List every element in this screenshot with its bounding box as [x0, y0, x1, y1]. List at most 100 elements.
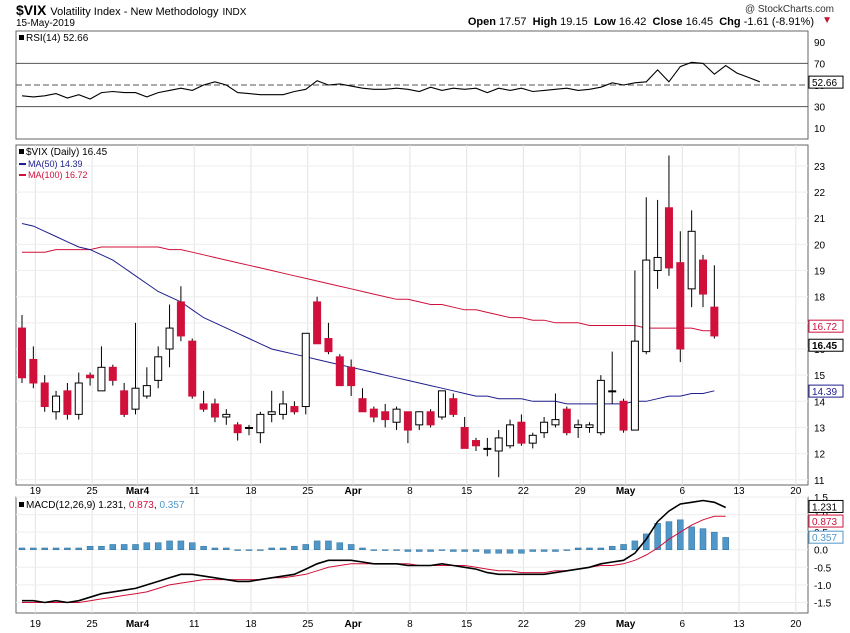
macd-hist-bar-43: [506, 549, 514, 554]
exchange: INDX: [222, 7, 247, 18]
candle-57: [664, 155, 673, 276]
ma50-line: [21, 223, 715, 405]
candle-27: [324, 322, 333, 355]
candle-body: [676, 262, 685, 350]
candle-4: [63, 383, 72, 420]
candle-15: [188, 338, 197, 399]
macd-hist-bar-7: [98, 545, 105, 550]
price-tick-19: 19: [814, 267, 826, 278]
macd-hist-bar-8: [109, 544, 117, 550]
x-tick-1-8: 15: [461, 619, 473, 630]
rsi-tick-30: 30: [814, 103, 826, 114]
macd-hist-bar-24: [291, 545, 298, 550]
macd-legend: MACD(12,26,9) 1.231, 0.873, 0.357: [26, 500, 185, 511]
macd-hist-bar-20: [245, 549, 253, 551]
price-tick-21: 21: [814, 214, 826, 225]
candle-56: [653, 199, 662, 289]
rsi-tick-10: 10: [814, 124, 826, 135]
x-tick-0-1: 25: [87, 486, 99, 497]
candle-body: [483, 447, 492, 450]
ohlc-summary: Open 17.57 High 19.15 Low 16.42 Close 16…: [468, 16, 814, 28]
x-tick-0-10: 29: [575, 486, 587, 497]
macd-legend-part: ,: [154, 500, 160, 511]
macd-hist-bar-34: [404, 549, 412, 552]
candle-8: [108, 364, 117, 386]
candle-body: [392, 408, 401, 423]
macd-line: [22, 499, 727, 604]
x-tick-0-0: 19: [30, 486, 42, 497]
candle-body: [233, 424, 242, 434]
candle-45: [528, 432, 537, 449]
candle-31: [369, 406, 378, 423]
x-tick-0-6: Apr: [345, 486, 362, 497]
macd-hist-bar-12: [154, 542, 162, 550]
rsi-tick-90: 90: [814, 38, 826, 49]
macd-hist-bar-44: [518, 549, 525, 554]
value-badge-hist: [808, 530, 844, 544]
candle-body: [142, 385, 151, 397]
price-tick-23: 23: [814, 162, 826, 173]
candle-body: [562, 408, 571, 434]
macd-hist-bar-5: [75, 547, 82, 550]
macd-legend-part: 1.231: [98, 500, 123, 511]
macd-hist-bar-62: [722, 537, 729, 550]
candle-body: [188, 340, 197, 397]
x-tick-1-10: 29: [575, 619, 587, 630]
macd-hist-bar-35: [416, 549, 423, 552]
candle-34: [403, 411, 412, 444]
candle-body: [97, 366, 106, 392]
x-tick-1-12: 6: [680, 619, 686, 630]
candle-body: [18, 327, 26, 379]
candle-body: [29, 358, 38, 384]
security-name: Volatility Index - New Methodology: [50, 6, 219, 18]
macd-hist-bar-15: [189, 542, 196, 550]
macd-legend-part: MACD(12,26,9): [26, 500, 98, 511]
macd-hist-bar-58: [677, 519, 684, 550]
value-badge-label-ma50: 14.39: [812, 387, 837, 398]
rsi-legend-swatch: [19, 35, 24, 40]
candle-40: [472, 437, 480, 451]
macd-hist-bar-37: [438, 549, 446, 551]
candle-body: [596, 379, 605, 434]
open-label: Open: [467, 16, 496, 28]
macd-hist-bar-2: [41, 547, 48, 550]
candle-25: [301, 332, 310, 415]
candle-33: [392, 406, 401, 431]
caret-down-icon[interactable]: ▼: [822, 15, 832, 26]
macd-hist-bar-17: [211, 547, 219, 550]
price-tick-13: 13: [814, 423, 826, 434]
candle-body: [449, 398, 458, 415]
x-tick-0-11: May: [616, 486, 636, 497]
x-tick-1-14: 20: [790, 619, 802, 630]
candle-58: [676, 231, 685, 363]
candle-17: [210, 398, 219, 423]
candle-30: [358, 388, 367, 413]
candle-body: [358, 398, 367, 413]
rsi-tick-70: 70: [814, 59, 826, 70]
x-tick-0-7: 8: [407, 486, 413, 497]
candle-1: [29, 346, 38, 389]
candle-body: [437, 390, 446, 418]
candle-body: [687, 230, 696, 290]
watermark[interactable]: @ StockCharts.com: [744, 4, 834, 15]
value-badge-macd: [808, 75, 844, 89]
high-label: High: [532, 16, 558, 28]
candle-body: [506, 424, 515, 447]
x-tick-1-0: 19: [30, 619, 42, 630]
x-tick-1-13: 13: [733, 619, 745, 630]
macd-tick-0: 1.5: [814, 493, 828, 504]
candle-55: [642, 197, 651, 355]
macd-hist-bar-28: [336, 542, 344, 550]
candle-body: [40, 382, 49, 408]
candle-0: [18, 315, 26, 383]
price-frame: [15, 144, 809, 486]
value-badge-label-macd: 52.66: [812, 78, 837, 89]
candle-body: [199, 403, 208, 410]
chart-date: 15-May-2019: [16, 18, 75, 29]
candle-46: [540, 417, 549, 438]
macd-hist-bar-57: [665, 521, 673, 550]
macd-hist-bar-33: [393, 549, 400, 551]
macd-hist-bar-31: [370, 549, 378, 551]
